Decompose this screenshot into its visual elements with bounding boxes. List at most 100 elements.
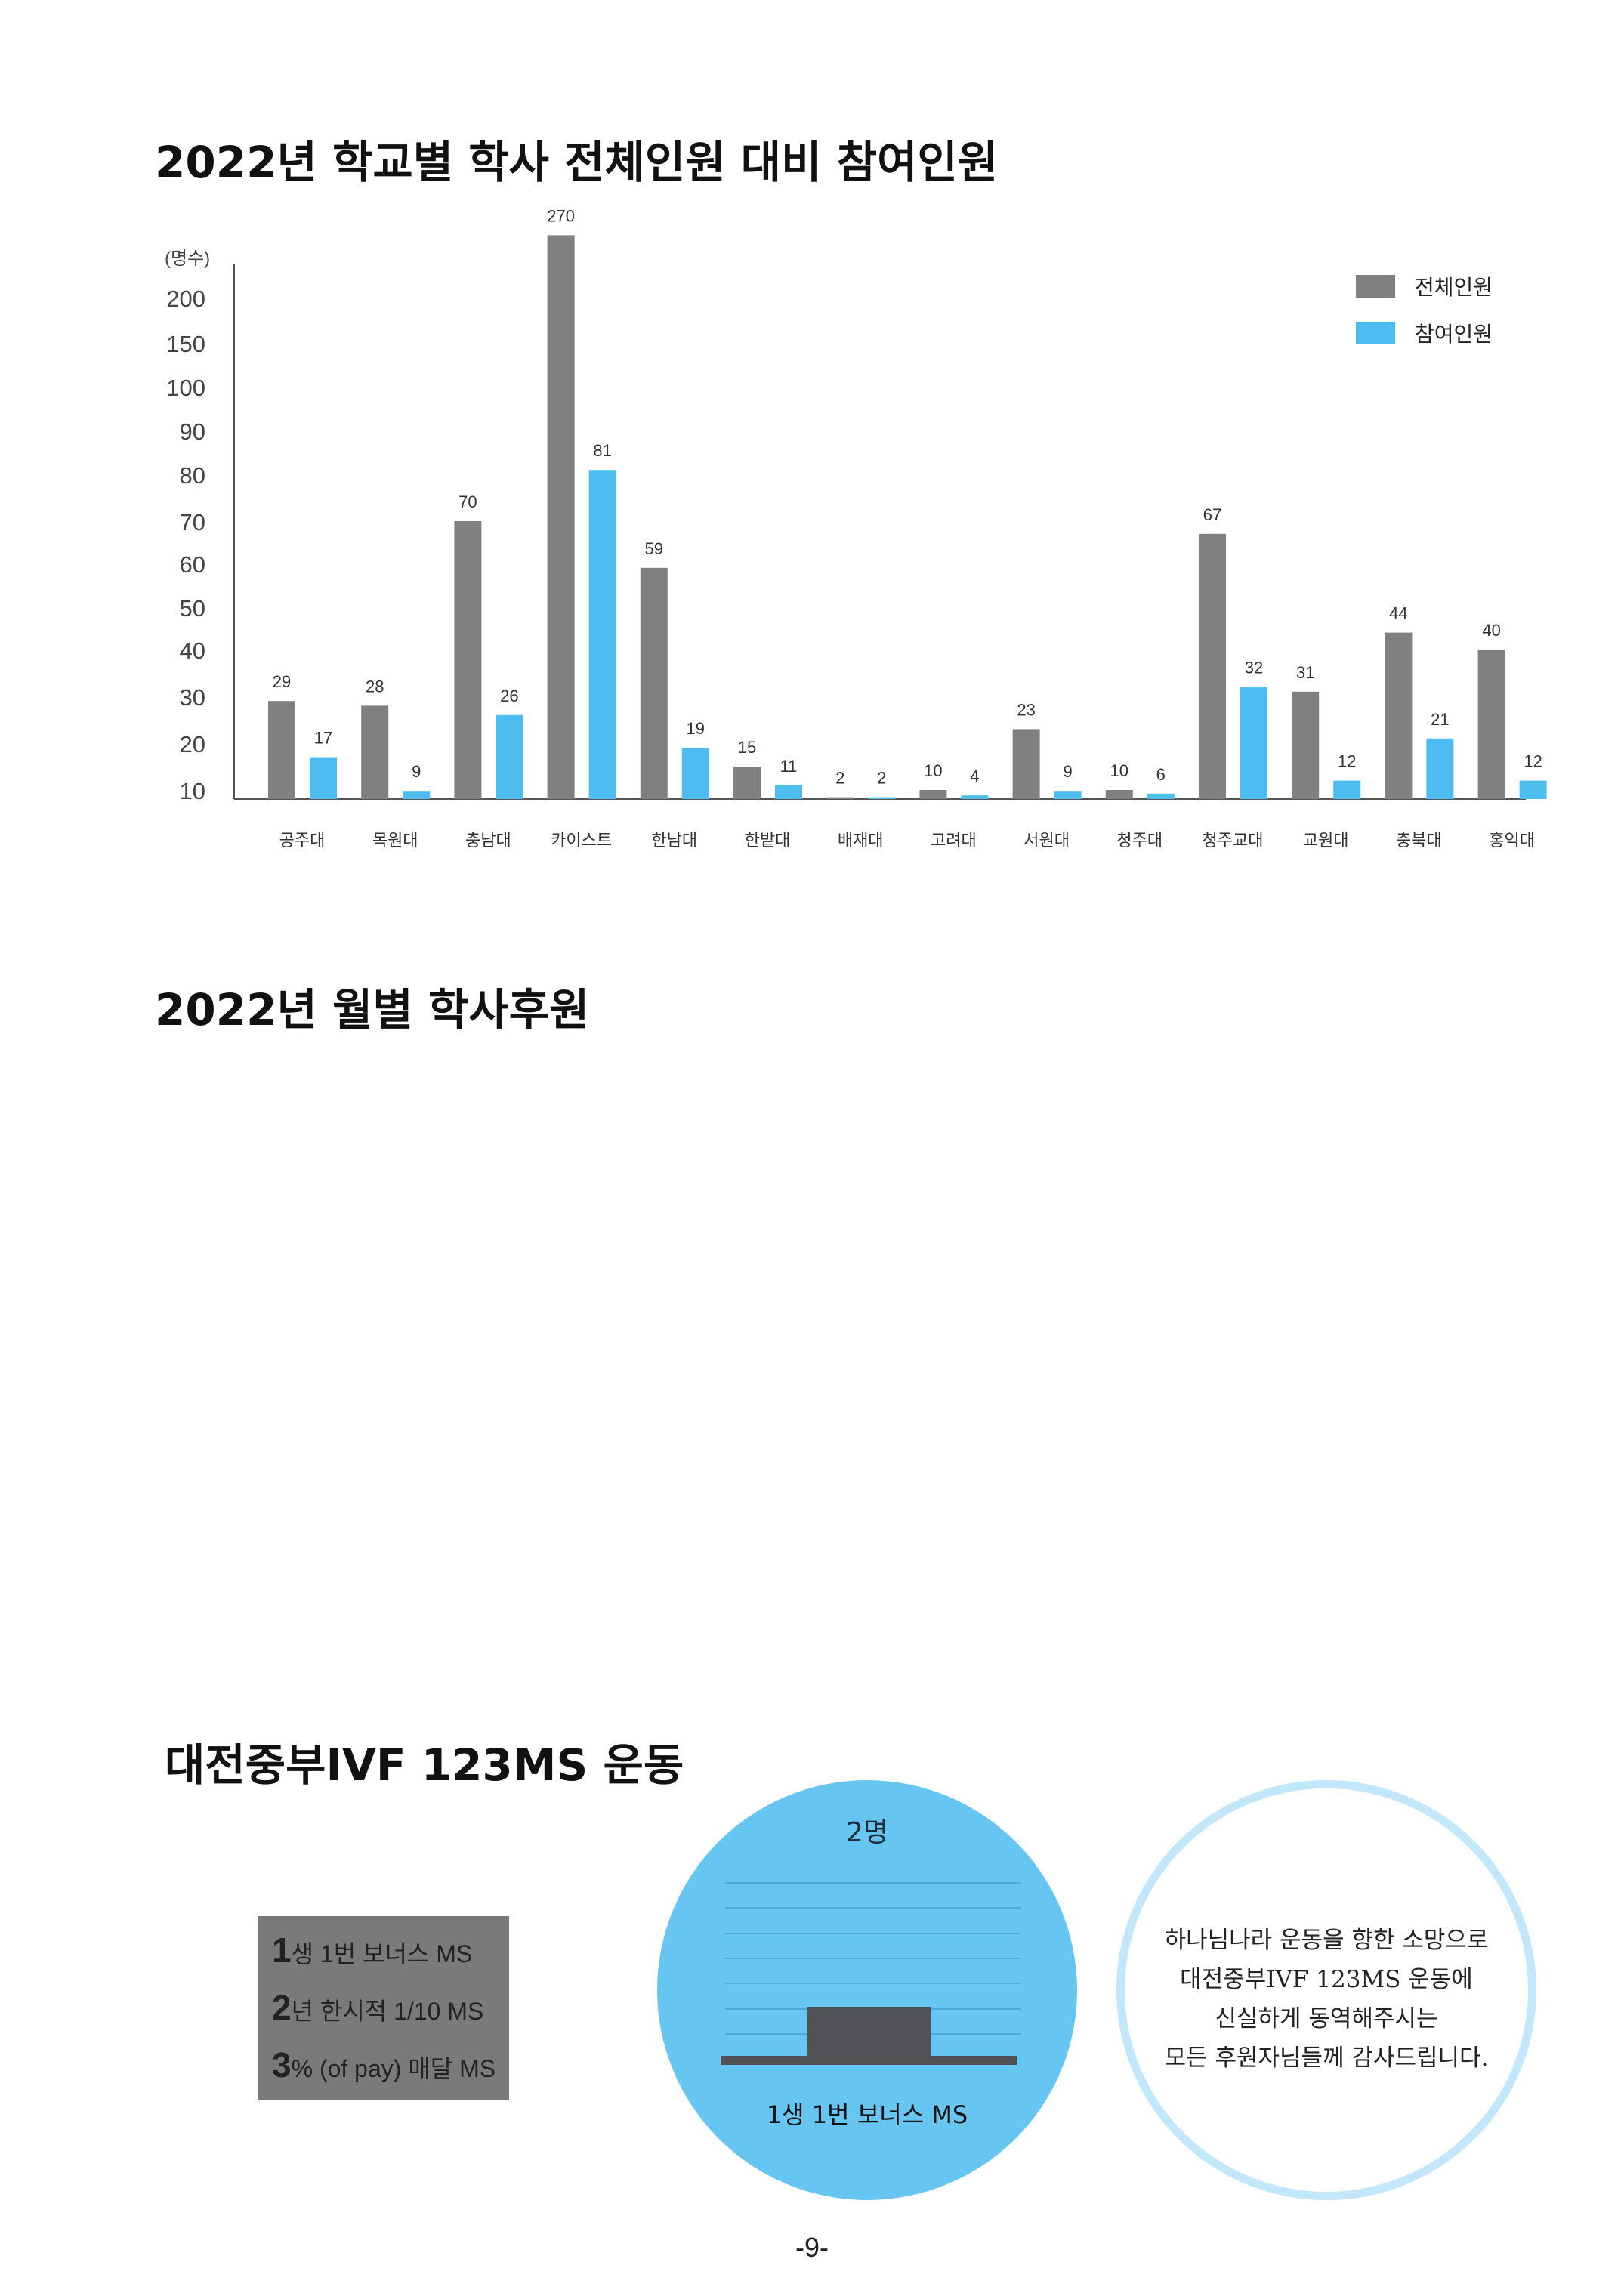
school-label: 한남대: [651, 832, 697, 850]
total-value-label: 59: [645, 539, 663, 558]
y-tick-label: 70: [180, 509, 205, 535]
y-tick-label: 50: [180, 595, 205, 622]
participant-bar: [1426, 738, 1454, 799]
total-value-label: 10: [1110, 761, 1128, 780]
y-axis-label: (명수): [165, 248, 210, 269]
participant-bar: [1240, 687, 1267, 799]
ms-line-3-number: 3: [272, 2045, 292, 2085]
bonus-ms-count: 2명: [845, 1817, 889, 1848]
school-label: 청주교대: [1203, 832, 1264, 850]
total-bar: [919, 790, 947, 799]
participant-value-label: 17: [314, 729, 332, 748]
total-bar: [268, 701, 295, 799]
total-value-label: 67: [1203, 505, 1221, 524]
school-label: 서원대: [1023, 832, 1070, 850]
bonus-block-icon: [807, 2007, 931, 2060]
total-value-label: 15: [738, 738, 756, 757]
participant-bar: [1054, 791, 1082, 799]
total-value-label: 270: [547, 206, 575, 225]
participant-value-label: 19: [687, 719, 705, 738]
total-bar: [1292, 691, 1320, 799]
total-bar: [826, 797, 854, 799]
monthly-support-chart: (원)8,000,0009,000,00010,000,00011,000,00…: [0, 0, 1624, 921]
ms-line-3: 3% (of pay) 매달 MS: [272, 2045, 496, 2085]
participant-value-label: 2: [877, 769, 886, 788]
total-value-label: 29: [273, 672, 291, 691]
participant-bar: [588, 470, 616, 799]
gauge-line: [725, 1907, 1021, 1909]
total-bar: [733, 767, 761, 799]
participant-value-label: 9: [412, 762, 421, 781]
total-value-label: 40: [1482, 621, 1500, 640]
y-tick-label: 100: [166, 375, 205, 401]
gauge-line: [725, 1933, 1021, 1934]
ms-line-1-number: 1: [272, 1930, 292, 1970]
thanks-line-4: 모든 후원자님들께 감사드립니다.: [1164, 2045, 1489, 2072]
total-bar: [1012, 729, 1040, 799]
thanks-line-3: 신실하게 동역해주시는: [1215, 2005, 1438, 2032]
ms-line-1-text: 생 1번 보너스 MS: [291, 1940, 473, 1967]
ms-line-2-text: 년 한시적 1/10 MS: [291, 1998, 484, 2025]
page-number: -9-: [795, 2232, 829, 2263]
total-value-label: 28: [366, 677, 384, 696]
participant-value-label: 4: [970, 767, 979, 785]
total-value-label: 70: [458, 492, 477, 511]
participant-value-label: 6: [1156, 765, 1166, 784]
participant-value-label: 26: [500, 687, 518, 705]
total-bar: [1385, 632, 1413, 799]
thanks-message: 하나님나라 운동을 향한 소망으로 대전중부IVF 123MS 운동에 신실하게…: [1125, 1921, 1528, 2078]
chart1-title: 2022년 학교별 학사 전체인원 대비 참여인원: [155, 137, 999, 188]
total-value-label: 2: [835, 769, 844, 788]
y-tick-label: 90: [180, 418, 205, 445]
legend-total-label: 전체인원: [1415, 275, 1493, 300]
gauge-line: [725, 1958, 1021, 1959]
total-bar: [361, 705, 389, 799]
thanks-line-2: 대전중부IVF 123MS 운동에: [1180, 1966, 1473, 1993]
base-bar: [721, 2056, 1017, 2065]
thanks-line-1: 하나님나라 운동을 향한 소망으로: [1164, 1927, 1489, 1954]
school-label: 목원대: [372, 832, 418, 850]
participant-bar: [961, 795, 989, 799]
school-label: 고려대: [931, 832, 977, 850]
participant-bar: [681, 748, 709, 799]
school-label: 공주대: [279, 832, 326, 850]
ms-line-2-number: 2: [272, 1988, 292, 2027]
participant-bar: [1519, 780, 1547, 799]
ms-line-1: 1생 1번 보너스 MS: [272, 1930, 472, 1970]
y-tick-label: 20: [180, 731, 205, 758]
ms-line-3-text: % (of pay) 매달 MS: [291, 2055, 496, 2082]
y-tick-label: 200: [166, 285, 205, 312]
participant-value-label: 21: [1431, 710, 1449, 729]
total-bar: [1105, 790, 1133, 799]
total-bar: [1199, 533, 1226, 799]
participant-bar: [496, 714, 523, 799]
participant-bar: [868, 797, 896, 799]
thanks-circle: 하나님나라 운동을 향한 소망으로 대전중부IVF 123MS 운동에 신실하게…: [1116, 1780, 1536, 2200]
total-bar: [454, 521, 482, 799]
participant-bar: [775, 785, 802, 799]
y-tick-label: 40: [180, 637, 205, 664]
participant-value-label: 11: [780, 757, 798, 776]
legend-total-swatch: [1356, 275, 1395, 298]
participant-value-label: 9: [1063, 762, 1072, 781]
bonus-ms-circle: 2명 1생 1번 보너스 MS: [657, 1780, 1077, 2200]
participant-bar: [1147, 793, 1175, 799]
y-tick-label: 150: [166, 331, 205, 357]
school-label: 교원대: [1303, 832, 1349, 850]
school-label: 청주대: [1116, 832, 1162, 850]
y-tick-label: 80: [180, 462, 205, 489]
participant-value-label: 12: [1524, 752, 1542, 771]
y-tick-label: 10: [180, 778, 205, 804]
school-label: 충남대: [465, 832, 511, 850]
school-label: 한밭대: [745, 832, 791, 850]
chart2-title: 2022년 월별 학사후원: [155, 984, 590, 1035]
bonus-ms-caption: 1생 1번 보너스 MS: [766, 2100, 968, 2129]
school-label: 충북대: [1396, 832, 1442, 850]
total-value-label: 31: [1296, 663, 1314, 682]
total-bar: [547, 235, 575, 799]
y-tick-label: 60: [180, 551, 205, 578]
total-bar: [1477, 650, 1505, 799]
participant-value-label: 12: [1338, 752, 1356, 771]
participant-bar: [1333, 780, 1361, 799]
school-participation-chart: (명수)1020304050607080901001502002917공주대28…: [165, 206, 1547, 850]
